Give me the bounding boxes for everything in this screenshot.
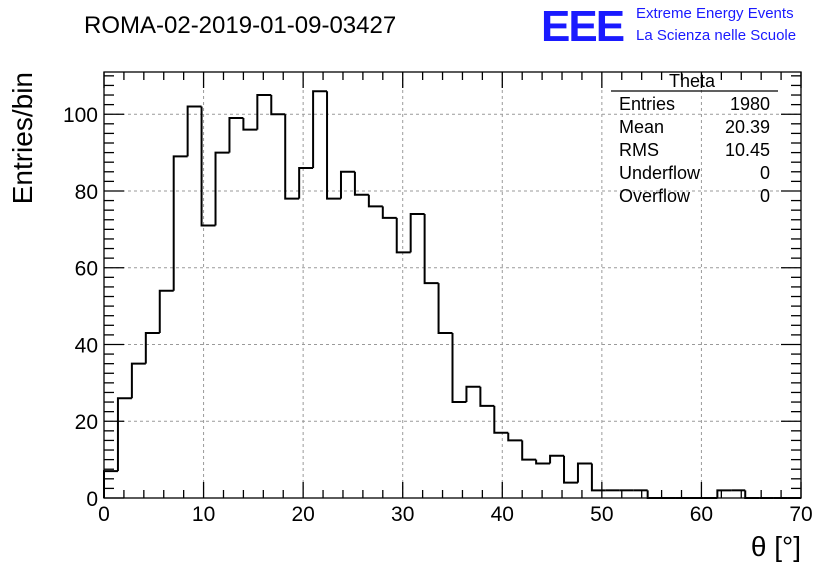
histogram-bin bbox=[103, 470, 118, 498]
x-tick-label: 40 bbox=[491, 503, 514, 526]
x-axis-label: θ [°] bbox=[751, 531, 801, 562]
stats-title: Theta bbox=[669, 71, 716, 91]
chart-title: ROMA-02-2019-01-09-03427 bbox=[84, 12, 396, 39]
x-tick-label: 0 bbox=[98, 503, 110, 526]
histogram-bin bbox=[256, 94, 272, 130]
stats-rows: Entries 1980 Mean 20.39 RMS 10.45 Underflow 0 Ov… bbox=[619, 94, 770, 206]
stats-label: Underflow bbox=[619, 163, 701, 183]
stats-value: 1980 bbox=[730, 94, 770, 114]
grid-lines bbox=[104, 72, 801, 498]
x-tick-label: 60 bbox=[690, 503, 713, 526]
histogram-bin bbox=[409, 213, 425, 253]
histogram-bin bbox=[437, 283, 453, 334]
y-tick-label: 0 bbox=[86, 488, 98, 511]
histogram-bin bbox=[451, 332, 467, 404]
eee-logo-line1: Extreme Energy Events bbox=[636, 5, 794, 22]
histogram-bin bbox=[535, 459, 551, 465]
histogram-bin bbox=[326, 91, 341, 200]
histogram-bin bbox=[186, 105, 202, 157]
histogram-bin bbox=[130, 362, 146, 399]
histogram-bin bbox=[144, 331, 160, 364]
histogram-bin bbox=[172, 155, 188, 291]
histogram-bin bbox=[423, 214, 439, 285]
stats-value: 20.39 bbox=[725, 117, 770, 137]
histogram-bin bbox=[381, 206, 397, 219]
histogram-bin bbox=[270, 95, 286, 116]
histogram-bin bbox=[228, 117, 244, 153]
histogram-bin bbox=[646, 490, 662, 499]
histogram-bin bbox=[284, 114, 300, 200]
histogram-bin bbox=[367, 194, 383, 208]
histogram-bin bbox=[214, 151, 230, 226]
stats-label: Entries bbox=[619, 94, 675, 114]
axis-ticks bbox=[103, 72, 802, 499]
y-tick-label: 20 bbox=[75, 411, 98, 434]
eee-logo-line2: La Scienza nelle Scuole bbox=[636, 27, 796, 44]
histogram-bin bbox=[576, 462, 592, 483]
plot-frame bbox=[103, 71, 802, 499]
y-tick-label: 80 bbox=[75, 181, 98, 204]
stats-label: Mean bbox=[619, 117, 664, 137]
x-tick-label: 50 bbox=[590, 503, 613, 526]
histogram-bin bbox=[479, 386, 495, 407]
stats-value: 0 bbox=[760, 186, 770, 206]
histogram-bin bbox=[312, 90, 328, 168]
y-tick-label: 40 bbox=[75, 334, 98, 357]
histogram-bin bbox=[465, 385, 481, 403]
histogram-bins bbox=[103, 90, 801, 499]
eee-logo-mark: EEE bbox=[541, 2, 624, 51]
histogram-bin bbox=[116, 397, 132, 472]
histogram-bin bbox=[339, 170, 355, 199]
histogram-bin bbox=[200, 106, 216, 227]
histogram-bin bbox=[716, 489, 732, 498]
histogram-bin bbox=[493, 405, 509, 434]
tick-labels: 0 10 20 30 40 50 60 70 0 20 40 60 80 100 bbox=[63, 104, 813, 526]
y-tick-label: 100 bbox=[63, 104, 98, 127]
histogram-bin bbox=[242, 118, 258, 131]
y-tick-label: 60 bbox=[75, 258, 98, 281]
histogram-bin bbox=[744, 490, 760, 499]
y-axis-label: Entries/bin bbox=[7, 72, 38, 204]
stats-value: 0 bbox=[760, 163, 770, 183]
eee-logo: EEE Extreme Energy Events La Scienza nel… bbox=[541, 2, 796, 51]
stats-box: Theta Entries 1980 Mean 20.39 RMS 10.45 Underf… bbox=[611, 71, 778, 206]
histogram-bin bbox=[549, 454, 565, 464]
x-tick-label: 30 bbox=[391, 503, 414, 526]
histogram-bin bbox=[158, 289, 174, 333]
x-tick-label: 70 bbox=[789, 503, 812, 526]
histogram-bin bbox=[507, 432, 523, 442]
x-tick-label: 10 bbox=[192, 503, 215, 526]
stats-value: 10.45 bbox=[725, 140, 770, 160]
histogram-bin bbox=[521, 440, 537, 461]
histogram-bin bbox=[563, 455, 578, 484]
x-tick-label: 20 bbox=[291, 503, 314, 526]
histogram-bin bbox=[298, 166, 314, 199]
histogram-bin bbox=[590, 463, 606, 492]
histogram-bin bbox=[353, 171, 369, 196]
stats-label: RMS bbox=[619, 140, 659, 160]
histogram-bin bbox=[395, 217, 411, 254]
stats-label: Overflow bbox=[619, 186, 691, 206]
